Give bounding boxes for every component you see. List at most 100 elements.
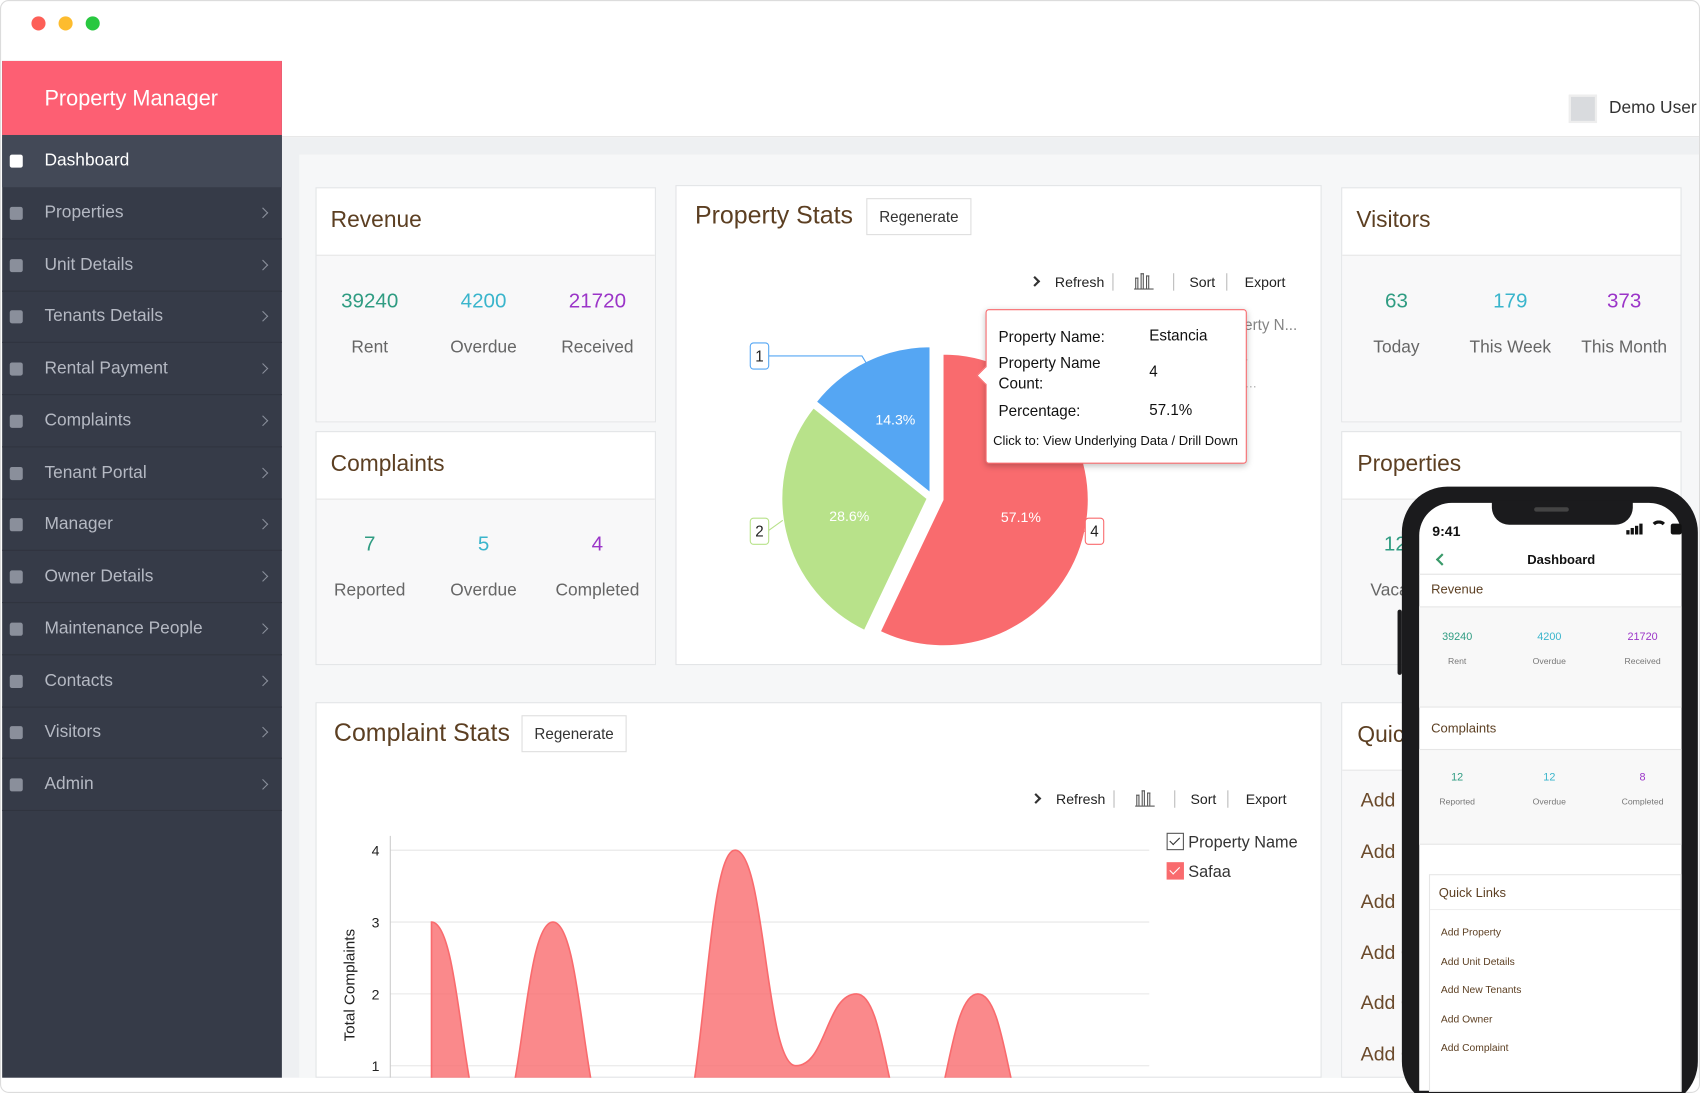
toolbar-separator bbox=[1113, 790, 1115, 808]
sidebar-label[interactable]: Complaints bbox=[44, 411, 132, 430]
callout-box bbox=[749, 517, 770, 545]
phone-quick-link[interactable]: Add Unit Details bbox=[1440, 955, 1515, 968]
toolbar-separator bbox=[1112, 273, 1114, 291]
header-bar bbox=[281, 60, 1699, 138]
sidebar-label[interactable]: Tenant Portal bbox=[44, 463, 147, 482]
card-body bbox=[316, 254, 655, 422]
phone-stat-label: Completed bbox=[1621, 796, 1664, 807]
legend-checkbox[interactable] bbox=[1166, 862, 1184, 880]
sidebar-label[interactable]: Manager bbox=[44, 515, 113, 534]
stat-value: 7 bbox=[363, 532, 376, 556]
window-control[interactable] bbox=[58, 16, 73, 31]
quick-link[interactable]: Add C bbox=[1360, 1042, 1415, 1065]
chart-type-icon[interactable] bbox=[1134, 272, 1154, 290]
sidebar-icon bbox=[9, 778, 23, 792]
wifi-icon bbox=[1650, 520, 1668, 537]
sidebar-icon bbox=[9, 674, 23, 688]
stat-label: Vaca bbox=[1370, 581, 1409, 600]
quick-link[interactable]: Add N bbox=[1360, 890, 1415, 913]
user-name[interactable]: Demo User bbox=[1608, 99, 1697, 118]
chart-type-icon-bar bbox=[1135, 277, 1139, 289]
signal-bar bbox=[1639, 523, 1643, 535]
phone-quick-links-card bbox=[1428, 874, 1682, 1092]
stat-label: This Month bbox=[1581, 338, 1668, 358]
regenerate-button[interactable] bbox=[521, 715, 627, 753]
user-avatar[interactable] bbox=[1568, 94, 1598, 124]
sidebar-item[interactable] bbox=[2, 655, 282, 708]
callout-count: 2 bbox=[755, 524, 763, 541]
sidebar-item[interactable] bbox=[2, 447, 282, 500]
button-label[interactable]: Regenerate bbox=[534, 725, 614, 743]
legend-checkbox[interactable] bbox=[1166, 832, 1184, 851]
sidebar-item[interactable] bbox=[2, 343, 282, 396]
window-control[interactable] bbox=[85, 16, 100, 31]
sidebar-label[interactable]: Tenants Details bbox=[44, 307, 164, 326]
quick-link[interactable]: Add U bbox=[1360, 839, 1415, 862]
stat-label: This Week bbox=[1469, 338, 1552, 358]
sidebar-label[interactable]: Rental Payment bbox=[44, 359, 168, 378]
phone-quick-link[interactable]: Add New Tenants bbox=[1440, 984, 1522, 997]
sidebar-label[interactable]: Contacts bbox=[44, 671, 113, 690]
toolbar-button[interactable]: Export bbox=[1245, 790, 1287, 808]
sidebar-label[interactable]: Dashboard bbox=[44, 151, 130, 170]
sidebar-label[interactable]: Visitors bbox=[44, 723, 102, 742]
toolbar-button[interactable]: Sort bbox=[1190, 790, 1217, 808]
sidebar-label[interactable]: Owner Details bbox=[44, 567, 154, 586]
sidebar-label[interactable]: Unit Details bbox=[44, 255, 134, 274]
sidebar-label[interactable]: Properties bbox=[44, 203, 124, 222]
toolbar-separator bbox=[1174, 790, 1176, 808]
stat-label: Completed bbox=[555, 581, 640, 600]
sidebar-item[interactable] bbox=[2, 707, 282, 760]
toolbar-button[interactable]: Sort bbox=[1189, 273, 1216, 291]
toolbar-button[interactable]: Refresh bbox=[1054, 273, 1105, 291]
phone-section-title: Quick Links bbox=[1438, 885, 1506, 901]
stat-label: Received bbox=[561, 338, 634, 358]
sidebar-item[interactable] bbox=[2, 395, 282, 448]
phone-time: 9:41 bbox=[1432, 523, 1461, 540]
sidebar-item[interactable] bbox=[2, 499, 282, 552]
quick-link[interactable]: Add C bbox=[1360, 992, 1415, 1014]
callout-line bbox=[767, 519, 784, 532]
chart-type-icon[interactable] bbox=[1135, 789, 1155, 807]
phone-quick-link[interactable]: Add Property bbox=[1440, 926, 1502, 939]
tooltip-value: 57.1% bbox=[1149, 400, 1193, 419]
stat-value: 5 bbox=[477, 532, 490, 556]
sidebar-item[interactable] bbox=[2, 239, 282, 292]
toolbar-button[interactable]: Refresh bbox=[1056, 790, 1106, 808]
phone-section-body bbox=[1419, 606, 1682, 708]
chart-type-icon-bar bbox=[1145, 275, 1150, 289]
sidebar-item[interactable] bbox=[2, 759, 282, 812]
stat-value: 63 bbox=[1384, 290, 1408, 313]
sidebar-item[interactable] bbox=[2, 134, 282, 188]
phone-quick-link[interactable]: Add Owner bbox=[1440, 1013, 1493, 1026]
phone-divider bbox=[1419, 573, 1682, 575]
sidebar-label[interactable]: Maintenance People bbox=[44, 619, 203, 638]
tooltip-label: Property Name Count: bbox=[998, 353, 1101, 392]
phone-quick-link[interactable]: Add Complaint bbox=[1440, 1042, 1509, 1055]
phone-stat-value: 4200 bbox=[1537, 631, 1562, 644]
toolbar-separator bbox=[1226, 273, 1228, 291]
window-control[interactable] bbox=[31, 16, 46, 31]
sidebar-item[interactable] bbox=[2, 187, 282, 240]
sidebar-item[interactable] bbox=[2, 603, 282, 656]
sidebar-item[interactable] bbox=[2, 291, 282, 344]
stat-value: 39240 bbox=[341, 290, 399, 313]
card-title: Complaint Stats bbox=[333, 717, 510, 747]
quick-link[interactable]: Add C bbox=[1360, 941, 1415, 964]
area-series bbox=[430, 849, 1012, 1078]
tooltip-footer[interactable]: Click to: View Underlying Data / Drill D… bbox=[993, 433, 1239, 449]
button-label[interactable]: Regenerate bbox=[879, 207, 959, 226]
legend-title: Property Name bbox=[1188, 833, 1298, 852]
legend-label[interactable]: Safaa bbox=[1188, 862, 1231, 882]
phone-button bbox=[1397, 609, 1402, 675]
sidebar-icon bbox=[9, 414, 23, 428]
stat-value: 21720 bbox=[568, 290, 627, 313]
phone-section-body bbox=[1419, 748, 1682, 845]
quick-link[interactable]: Add P bbox=[1360, 789, 1414, 812]
regenerate-button[interactable] bbox=[866, 198, 972, 236]
battery-icon bbox=[1670, 523, 1682, 535]
sidebar-item[interactable] bbox=[2, 551, 282, 604]
slice-label: 14.3% bbox=[875, 412, 915, 428]
sidebar-label[interactable]: Admin bbox=[44, 775, 94, 794]
toolbar-button[interactable]: Export bbox=[1244, 273, 1286, 291]
